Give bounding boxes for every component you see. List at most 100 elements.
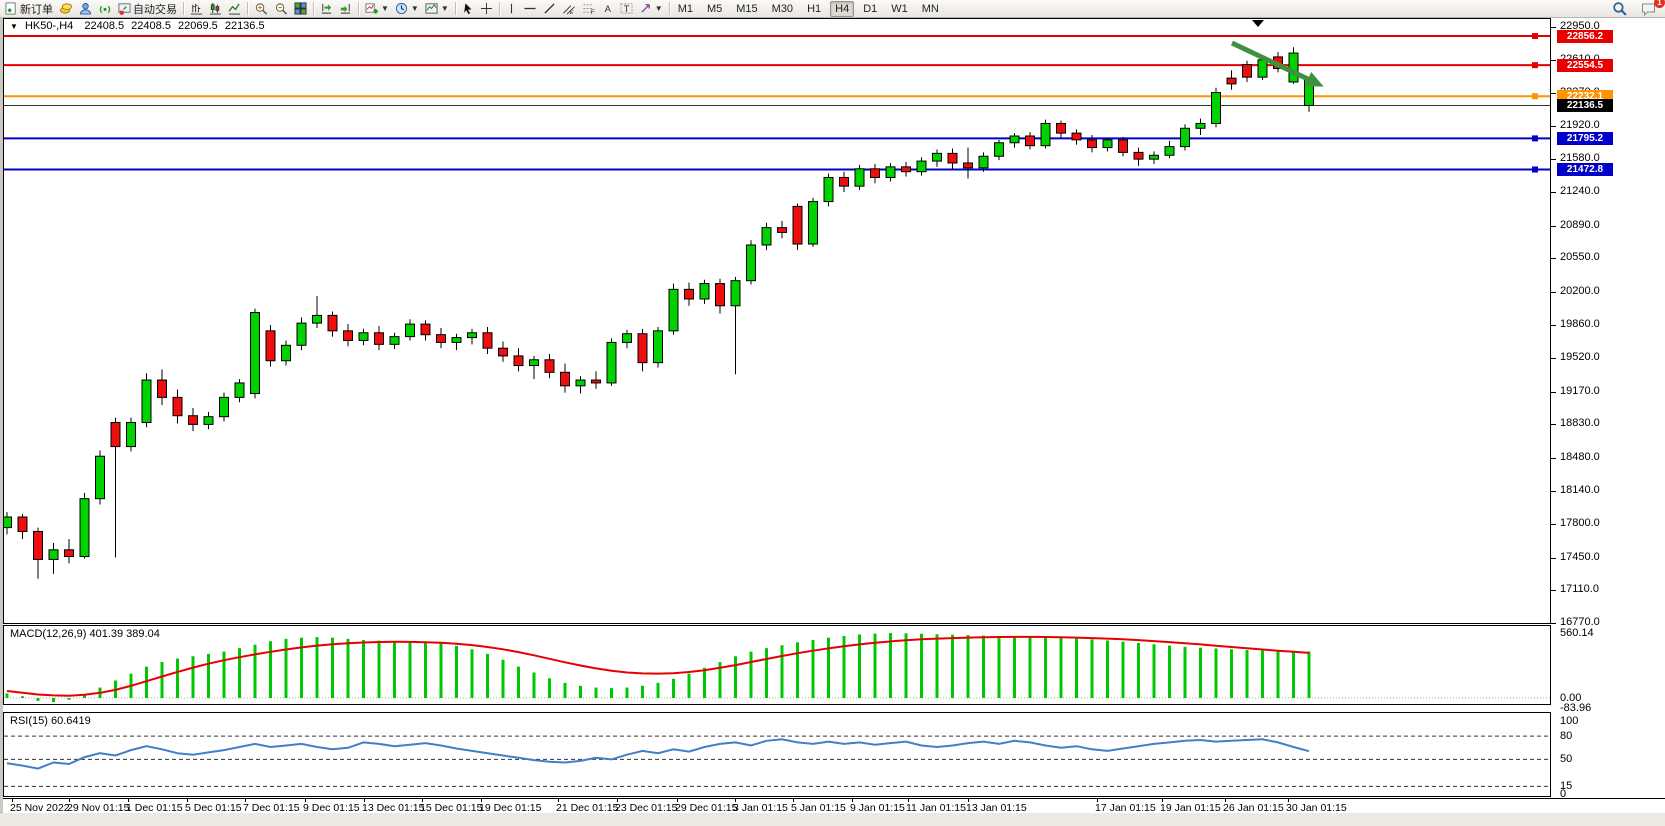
horizontal-line-tool-button[interactable]	[520, 1, 540, 17]
symbol-info-bar[interactable]: ▼ HK50-,H4 22408.5 22408.5 22069.5 22136…	[10, 20, 269, 32]
rsi-axis-label: 100	[1560, 715, 1579, 727]
time-tick	[908, 799, 909, 802]
time-tick	[735, 799, 736, 802]
price-axis-label: 20550.0	[1560, 251, 1600, 263]
time-tick	[1225, 799, 1226, 802]
indicators-icon	[365, 3, 378, 14]
timeframe-button-m5[interactable]: M5	[706, 2, 723, 15]
price-tick	[1551, 558, 1556, 559]
line-chart-icon	[228, 3, 241, 15]
auto-scroll-button[interactable]	[317, 1, 336, 17]
timeframe-button-m15[interactable]: M15	[736, 2, 758, 15]
price-tick	[1551, 27, 1556, 28]
price-axis-label: 22950.0	[1560, 20, 1600, 32]
price-axis-label: 20200.0	[1560, 285, 1600, 297]
label-tool-button[interactable]: T	[617, 1, 636, 17]
toolbar-separator	[313, 2, 314, 15]
chart-shift-button[interactable]	[336, 1, 355, 17]
timeframe-button-m1[interactable]: M1	[677, 2, 693, 15]
time-axis-label: 11 Jan 01:15	[906, 802, 966, 814]
toolbar-separator	[183, 2, 184, 15]
price-tick	[1551, 358, 1556, 359]
new-order-label: 新订单	[20, 3, 53, 16]
accounts-button[interactable]	[76, 1, 95, 17]
autotrade-label: 自动交易	[133, 3, 177, 16]
timeframe-toolbar: M1 M5 M15 M30 H1 H4 D1 W1 MN	[673, 0, 944, 17]
toolbar-separator	[358, 2, 359, 15]
macd-histogram	[5, 633, 1311, 703]
fibonacci-tool-button[interactable]: F	[579, 1, 599, 17]
macd-axis-label: 0.00	[1560, 692, 1582, 704]
level-line-handle[interactable]	[1532, 33, 1538, 40]
price-tick	[1551, 60, 1556, 61]
time-tick	[617, 799, 618, 802]
crosshair-button[interactable]	[477, 1, 496, 17]
text-tool-button[interactable]: A	[599, 1, 617, 17]
time-axis-label: 30 Jan 01:15	[1286, 802, 1347, 814]
bar-chart-mode-button[interactable]	[187, 1, 206, 17]
arrows-tool-button[interactable]: ▼	[636, 1, 666, 17]
templates-button[interactable]: ▼	[422, 1, 452, 17]
ohlc-low: 22069.5	[178, 20, 218, 32]
rsi-canvas[interactable]	[4, 713, 1550, 796]
notifications-button[interactable]: 1	[1638, 0, 1665, 17]
price-tick	[1551, 93, 1556, 94]
tile-windows-button[interactable]	[291, 1, 310, 17]
rsi-panel[interactable]: RSI(15) 60.6419	[3, 712, 1551, 797]
time-tick	[305, 799, 306, 802]
signals-button[interactable]	[95, 1, 115, 17]
timeframe-button-d1[interactable]: D1	[863, 2, 878, 15]
macd-panel[interactable]: MACD(12,26,9) 401.39 389.04	[3, 625, 1551, 705]
search-button[interactable]	[1609, 1, 1630, 17]
zoom-in-button[interactable]	[251, 1, 271, 17]
chart-window[interactable]: ▼ HK50-,H4 22408.5 22408.5 22069.5 22136…	[0, 18, 1665, 814]
profile-icon	[79, 2, 92, 15]
price-tick	[1551, 392, 1556, 393]
timeframe-button-m30[interactable]: M30	[771, 2, 794, 15]
price-axis-label: 21920.0	[1560, 119, 1600, 131]
rsi-axis-label: 15	[1560, 780, 1573, 792]
price-axis: 22950.0 22610.0 22270.0 21920.0 21580.0 …	[1551, 18, 1665, 800]
time-tick	[481, 799, 482, 802]
rsi-line	[6, 738, 1310, 770]
symbol-dropdown-icon[interactable]: ▼	[10, 22, 18, 31]
price-tick	[1551, 192, 1556, 193]
trendline-tool-button[interactable]	[540, 1, 559, 17]
candlestick-mode-button[interactable]	[206, 1, 225, 17]
periods-button[interactable]: ▼	[392, 1, 422, 17]
dropdown-arrow-icon: ▼	[410, 4, 419, 13]
macd-canvas[interactable]	[4, 626, 1550, 704]
level-line-handle[interactable]	[1532, 93, 1538, 100]
autotrade-button[interactable]: 自动交易	[115, 1, 180, 17]
crosshair-icon	[480, 2, 492, 15]
time-tick	[1097, 799, 1098, 802]
channel-tool-button[interactable]: E	[559, 1, 579, 17]
price-axis-label: 17800.0	[1560, 517, 1600, 529]
price-tick	[1551, 159, 1556, 160]
macd-axis-label: 560.14	[1560, 627, 1594, 639]
timeframe-button-h1[interactable]: H1	[807, 2, 822, 15]
price-axis-label: 19520.0	[1560, 351, 1600, 363]
new-order-button[interactable]: 新订单	[2, 1, 56, 17]
market-watch-button[interactable]	[56, 1, 76, 17]
trend-arrow-annotation[interactable]	[1230, 40, 1314, 84]
cursor-icon	[463, 3, 472, 15]
price-level-badge: 22136.5	[1557, 99, 1613, 112]
vertical-line-tool-button[interactable]	[503, 1, 520, 17]
cursor-button[interactable]	[459, 1, 477, 17]
price-level-badge: 22554.5	[1557, 59, 1613, 72]
line-chart-mode-button[interactable]	[225, 1, 244, 17]
chart-shift-icon	[340, 3, 351, 14]
timeframe-button-w1[interactable]: W1	[891, 2, 908, 15]
zoom-out-button[interactable]	[271, 1, 291, 17]
main-chart-canvas[interactable]	[2, 19, 1550, 623]
indicators-button[interactable]: ▼	[362, 1, 392, 17]
price-tick	[1551, 226, 1556, 227]
timeframe-button-mn[interactable]: MN	[921, 2, 939, 15]
level-line-handle[interactable]	[1532, 135, 1538, 142]
level-line-handle[interactable]	[1532, 62, 1538, 69]
main-chart-panel[interactable]	[2, 18, 1551, 624]
level-line-handle[interactable]	[1532, 166, 1538, 173]
time-axis-label: 19 Dec 01:15	[479, 802, 542, 814]
timeframe-button-h4[interactable]: H4	[830, 0, 855, 17]
